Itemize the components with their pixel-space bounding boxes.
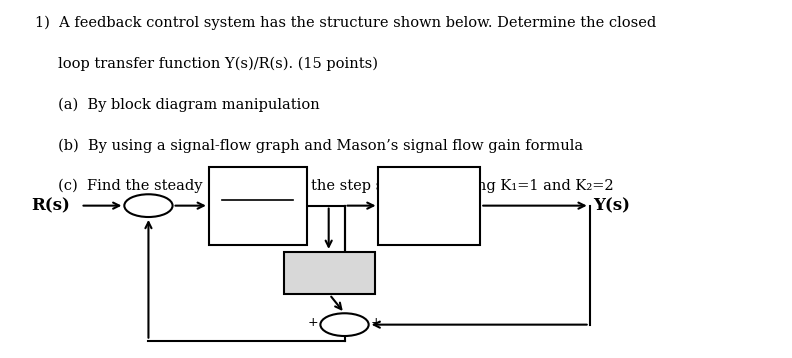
Text: Y(s): Y(s) — [593, 197, 630, 214]
Text: +: + — [127, 196, 137, 209]
Text: +: + — [307, 316, 318, 329]
Text: R(s): R(s) — [32, 197, 70, 214]
Text: 1)  A feedback control system has the structure shown below. Determine the close: 1) A feedback control system has the str… — [36, 16, 657, 30]
Text: $\mathbf{1/s}$: $\mathbf{1/s}$ — [415, 197, 444, 215]
Circle shape — [321, 313, 368, 336]
Text: (b)  By using a signal-flow graph and Mason’s signal flow gain formula: (b) By using a signal-flow graph and Mas… — [36, 138, 584, 153]
Text: $K_2$: $K_2$ — [321, 264, 338, 282]
Text: (c)  Find the steady state error to the step signal assuming K₁=1 and K₂=2: (c) Find the steady state error to the s… — [36, 179, 614, 193]
Text: $s+1$: $s+1$ — [239, 207, 276, 223]
Text: −: − — [136, 202, 148, 216]
Bar — [379, 166, 480, 245]
Text: +: + — [371, 316, 382, 329]
Bar — [209, 166, 307, 245]
Circle shape — [124, 194, 173, 217]
Bar — [284, 252, 375, 294]
Text: loop transfer function Y(s)/R(s). (15 points): loop transfer function Y(s)/R(s). (15 po… — [36, 57, 379, 71]
Text: $K_1$: $K_1$ — [249, 178, 267, 197]
Text: (a)  By block diagram manipulation: (a) By block diagram manipulation — [36, 97, 320, 112]
